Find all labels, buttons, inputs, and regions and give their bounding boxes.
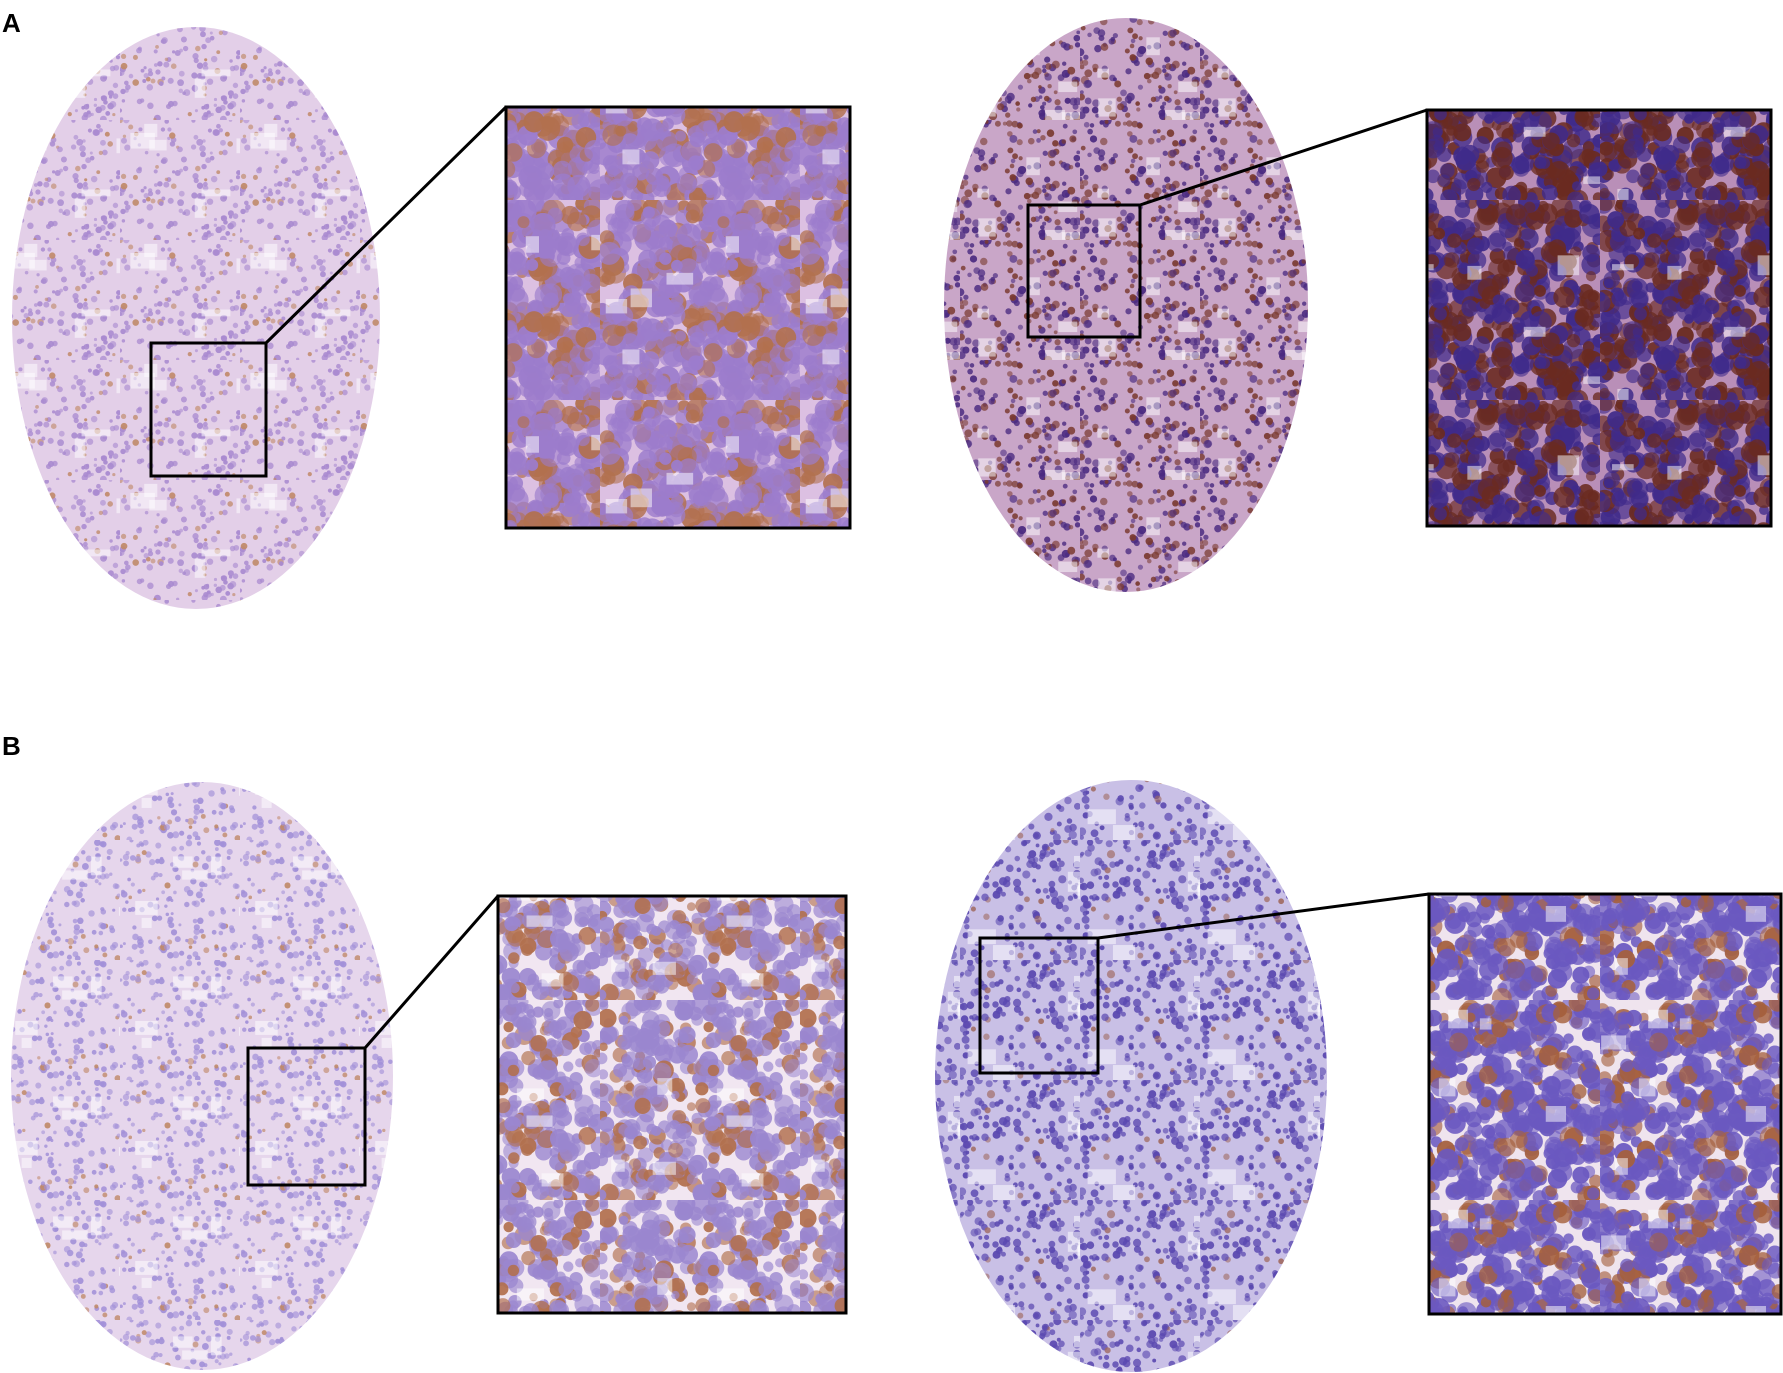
roi-box — [978, 936, 1100, 1075]
tissue-core — [12, 27, 380, 609]
tissue-core — [944, 18, 1308, 592]
zoom-frame — [1427, 892, 1783, 1316]
tissue-core — [11, 782, 393, 1370]
zoom-image — [1429, 894, 1781, 1314]
tissue-images — [11, 18, 1783, 1372]
zoom-line — [363, 895, 500, 1049]
zoom-frame — [496, 894, 848, 1315]
zoom-frame — [1425, 108, 1773, 528]
panel-label: A — [2, 8, 21, 38]
tissue-core — [935, 780, 1327, 1372]
zoom-frame — [504, 105, 852, 530]
zoom-line — [264, 105, 508, 345]
zoom-line — [1097, 892, 1430, 940]
panel-label: B — [2, 731, 21, 761]
roi-box — [149, 341, 268, 478]
zoom-line — [1139, 108, 1428, 207]
roi-box — [246, 1046, 367, 1187]
zoom-image — [498, 896, 846, 1313]
zoom-image — [506, 107, 850, 528]
roi-box — [1026, 203, 1142, 339]
zoom-image — [1427, 110, 1771, 526]
